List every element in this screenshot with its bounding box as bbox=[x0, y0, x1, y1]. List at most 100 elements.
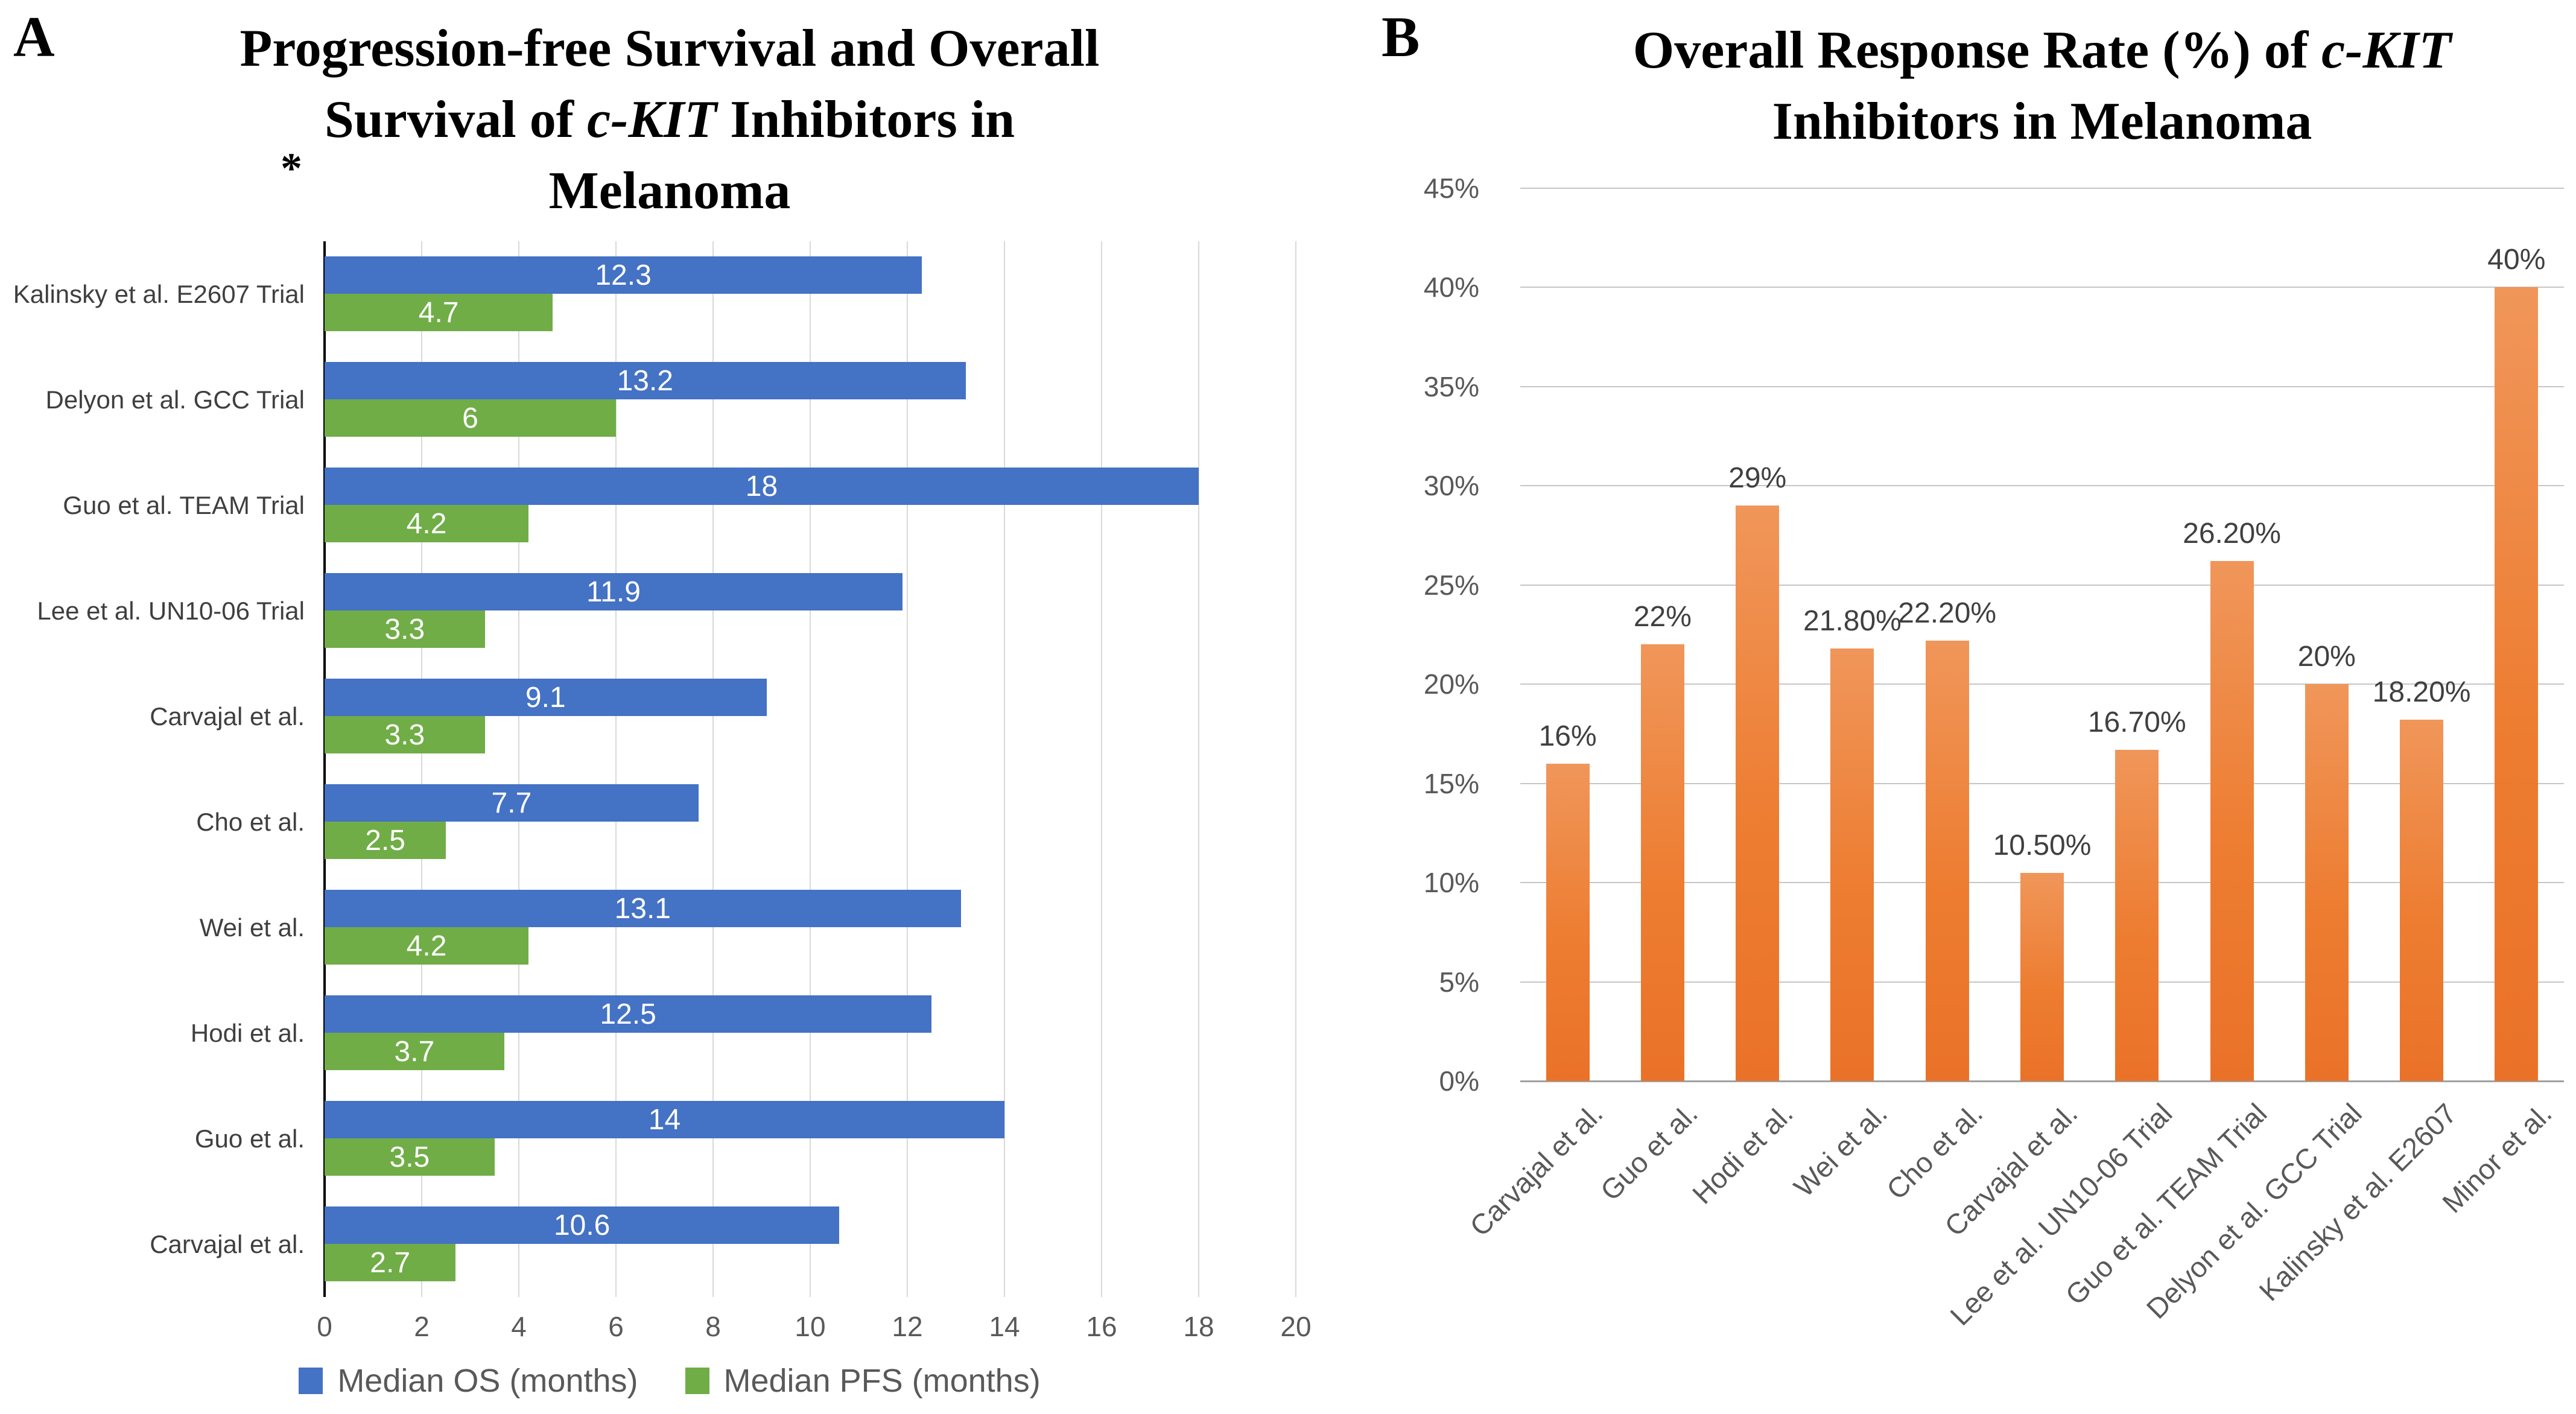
horizontal-gridline bbox=[1520, 188, 2564, 189]
x-tick-label: 8 bbox=[705, 1311, 721, 1342]
orr-bar bbox=[2210, 561, 2254, 1081]
median-os-bar: 14 bbox=[325, 1101, 1004, 1138]
median-os-bar: 11.9 bbox=[325, 573, 903, 610]
horizontal-gridline bbox=[1520, 287, 2564, 288]
vertical-gridline bbox=[615, 241, 617, 1297]
bar-value-label: 4.2 bbox=[406, 507, 447, 540]
bar-value-label: 18.20% bbox=[2372, 676, 2471, 709]
category-label-text: Carvajal et al. bbox=[1464, 1097, 1609, 1243]
panel-a-title: Progression-free Survival and Overall Su… bbox=[36, 13, 1303, 227]
category-row: 11.9 3.3 bbox=[325, 558, 1296, 664]
panel-a-title-line2-pre: Survival of bbox=[324, 90, 588, 149]
y-tick-label: 15% bbox=[1423, 767, 1479, 799]
category-label: Carvajal et al. bbox=[150, 1229, 305, 1258]
median-pfs-bar: 2.5 bbox=[325, 822, 446, 859]
category-row: 13.1 4.2 bbox=[325, 875, 1296, 980]
panel-a-title-line1: Progression-free Survival and Overall bbox=[240, 19, 1100, 78]
bar-value-label: 40% bbox=[2487, 244, 2546, 276]
bar-slot: 22.20% bbox=[1898, 188, 1997, 1081]
bar-value-label: 21.80% bbox=[1803, 605, 1902, 638]
orr-bar bbox=[1546, 763, 1590, 1081]
median-pfs-bar: 4.2 bbox=[325, 927, 529, 965]
bar-slot: 16.70% bbox=[2087, 188, 2186, 1081]
bar-value-label: 22.20% bbox=[1898, 597, 1997, 629]
y-tick-label: 20% bbox=[1423, 668, 1479, 700]
category-row: 12.3 4.7 bbox=[325, 241, 1296, 347]
bar-value-label: 16% bbox=[1538, 720, 1597, 752]
legend-item: Median PFS (months) bbox=[685, 1362, 1041, 1400]
median-pfs-bar: 3.3 bbox=[325, 610, 485, 648]
category-row: 18 4.2 bbox=[325, 452, 1296, 558]
asterisk-annotation: * bbox=[281, 144, 302, 192]
category-label: Wei et al. bbox=[199, 913, 305, 942]
bar-value-label: 3.3 bbox=[384, 718, 425, 751]
x-tick-label: 2 bbox=[414, 1311, 430, 1342]
orr-bar bbox=[2495, 287, 2539, 1081]
category-label: Hodi et al. bbox=[190, 1018, 305, 1047]
bar-value-label: 26.20% bbox=[2183, 518, 2281, 550]
category-label: Guo et al. bbox=[194, 1124, 305, 1153]
orr-bar bbox=[1925, 640, 1969, 1081]
bar-slot: 10.50% bbox=[1993, 188, 2092, 1081]
baseline-axis bbox=[1520, 1080, 2564, 1082]
legend-item: Median OS (months) bbox=[299, 1362, 638, 1400]
legend-label: Median PFS (months) bbox=[723, 1363, 1041, 1399]
bar-value-label: 13.1 bbox=[614, 892, 671, 925]
category-row: 13.2 6 bbox=[325, 347, 1296, 452]
category-label: Carvajal et al. bbox=[150, 702, 305, 731]
median-os-bar: 9.1 bbox=[325, 679, 767, 716]
x-tick-label: 12 bbox=[892, 1311, 923, 1342]
bar-value-label: 10.50% bbox=[1993, 829, 2092, 861]
y-tick-label: 0% bbox=[1439, 1065, 1479, 1097]
x-tick-label: 6 bbox=[608, 1311, 624, 1342]
panel-b-title-line1-pre: Overall Response Rate (%) of bbox=[1632, 21, 2322, 80]
panel-a-plot-area: 12.3 4.7 13.2 6 18 4.2 11.9 3.3 9.1 3.3 7.7 2.5 13.1… bbox=[323, 241, 1296, 1297]
category-label-text: Hodi et al. bbox=[1686, 1097, 1799, 1210]
vertical-gridline bbox=[712, 241, 714, 1297]
x-tick-label: 16 bbox=[1086, 1311, 1117, 1342]
legend-color-swatch bbox=[299, 1368, 323, 1394]
vertical-gridline bbox=[1198, 241, 1199, 1297]
median-os-bar: 12.5 bbox=[325, 995, 932, 1033]
panel-a-letter: A bbox=[13, 5, 55, 69]
bar-value-label: 22% bbox=[1633, 601, 1692, 633]
y-tick-label: 30% bbox=[1423, 470, 1479, 502]
median-os-bar: 12.3 bbox=[325, 256, 922, 294]
bar-value-label: 29% bbox=[1728, 462, 1787, 495]
median-pfs-bar: 3.5 bbox=[325, 1138, 495, 1176]
panel-a-x-axis: 0 2 4 6 8 10 12 14 16 18 20 bbox=[317, 1310, 1311, 1346]
bar-value-label: 6 bbox=[462, 402, 478, 434]
median-pfs-bar: 2.7 bbox=[325, 1244, 456, 1281]
bar-value-label: 12.3 bbox=[595, 259, 652, 291]
bar-value-label: 4.2 bbox=[406, 930, 447, 962]
median-os-bar: 10.6 bbox=[325, 1206, 840, 1244]
category-axis-line bbox=[323, 241, 326, 1297]
vertical-gridline bbox=[421, 241, 422, 1297]
panel-b-title-line2: Inhibitors in Melanoma bbox=[1772, 92, 2312, 151]
y-tick-label: 5% bbox=[1439, 966, 1479, 998]
bar-value-label: 13.2 bbox=[617, 364, 673, 397]
median-os-bar: 18 bbox=[325, 468, 1199, 505]
median-os-bar: 13.2 bbox=[325, 362, 966, 399]
x-tick-label: 14 bbox=[989, 1311, 1020, 1342]
panel-a-legend: Median OS (months) Median PFS (months) bbox=[36, 1362, 1303, 1400]
vertical-gridline bbox=[907, 241, 908, 1297]
horizontal-gridline bbox=[1520, 485, 2564, 487]
bar-value-label: 12.5 bbox=[600, 998, 656, 1030]
bar-value-label: 3.7 bbox=[394, 1035, 435, 1068]
median-pfs-bar: 3.3 bbox=[325, 716, 485, 753]
category-label: Delyon et al. GCC Trial bbox=[45, 385, 305, 414]
bar-value-label: 14 bbox=[648, 1103, 681, 1136]
bar-value-label: 3.5 bbox=[389, 1141, 430, 1173]
panel-b-plot-area: 16% 22% 29% 21.80% 22.20% 10.50% 16.70% 26.20% 2… bbox=[1520, 188, 2564, 1082]
median-os-bar: 7.7 bbox=[325, 784, 699, 822]
panel-b-title-gene-italic: c-KIT bbox=[2321, 21, 2452, 80]
horizontal-gridline bbox=[1520, 782, 2564, 784]
bar-value-label: 2.7 bbox=[370, 1246, 411, 1279]
category-label: Cho et al. bbox=[196, 807, 305, 836]
category-label-text: Wei et al. bbox=[1788, 1097, 1894, 1203]
bar-slot: 26.20% bbox=[2183, 188, 2281, 1081]
bar-value-label: 16.70% bbox=[2087, 706, 2186, 738]
y-tick-label: 10% bbox=[1423, 867, 1479, 899]
